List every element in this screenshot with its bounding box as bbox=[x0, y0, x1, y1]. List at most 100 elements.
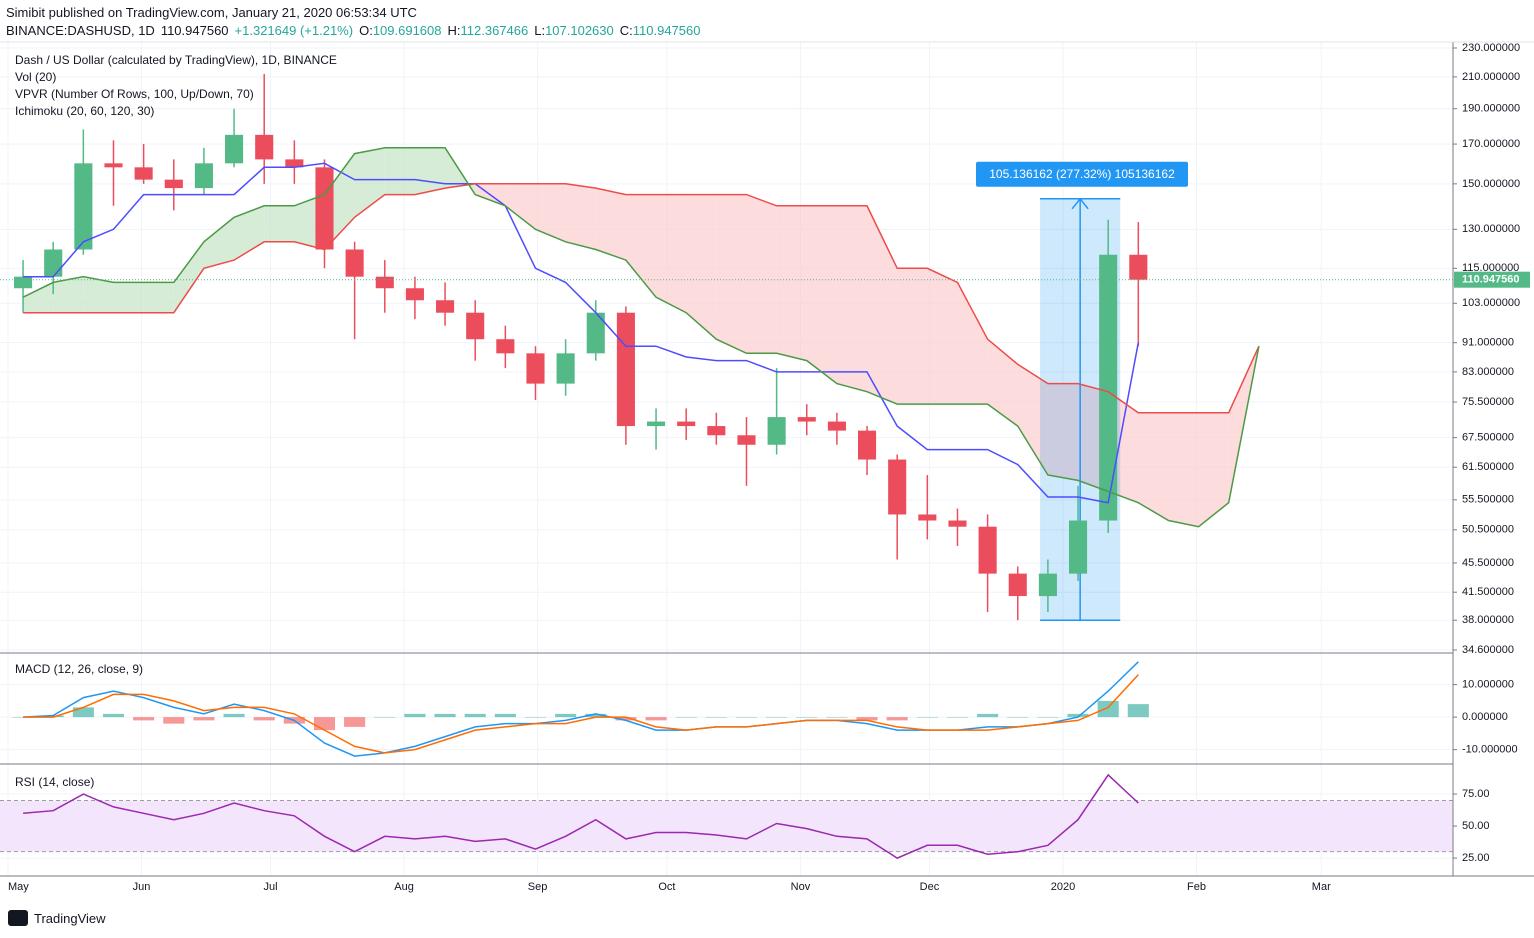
cloud bbox=[143, 282, 174, 313]
candle-body bbox=[1099, 254, 1118, 521]
measure-label-box bbox=[976, 161, 1188, 187]
last-price-box bbox=[1454, 271, 1530, 288]
y-tick-label: 25.00 bbox=[1462, 852, 1490, 864]
quote-line: BINANCE:DASHUSD, 1D 110.947560 +1.321649 (… bbox=[6, 22, 706, 40]
cloud bbox=[1017, 364, 1048, 476]
macd-histogram-bar bbox=[42, 715, 64, 718]
cloud bbox=[53, 276, 84, 313]
grid-layer bbox=[0, 42, 1457, 876]
macd-histogram-bar bbox=[133, 717, 155, 721]
macd-histogram-bar bbox=[1067, 713, 1089, 718]
macd-histogram-bar bbox=[585, 713, 607, 718]
candle-body bbox=[888, 459, 907, 515]
macd-histogram-bar bbox=[404, 713, 426, 718]
cloud bbox=[203, 217, 235, 269]
cloud bbox=[595, 188, 626, 261]
x-tick-label: Oct bbox=[658, 881, 675, 893]
candle-body bbox=[14, 276, 33, 289]
change: +1.321649 (+1.21%) bbox=[234, 23, 354, 38]
footer: TradingView bbox=[8, 910, 106, 926]
y-tick-label: 130.000000 bbox=[1462, 223, 1520, 235]
macd-histogram-bar bbox=[223, 713, 245, 718]
candle-body bbox=[345, 249, 364, 277]
candle-body bbox=[948, 520, 967, 527]
x-tick-label: Aug bbox=[394, 881, 414, 893]
macd-histogram-bar bbox=[856, 717, 878, 721]
cloud bbox=[987, 339, 1018, 427]
cloud bbox=[836, 205, 868, 392]
cloud bbox=[234, 205, 265, 261]
macd-histogram-bar bbox=[645, 717, 667, 721]
last: 110.947560 bbox=[160, 23, 229, 38]
candle-body bbox=[225, 134, 244, 164]
y-tick-label: 67.500000 bbox=[1462, 432, 1514, 444]
cloud bbox=[414, 147, 446, 195]
x-tick-label: May bbox=[8, 881, 29, 893]
o-label: O: bbox=[359, 23, 373, 38]
candle-body bbox=[405, 288, 424, 301]
x-tick-label: Feb bbox=[1187, 881, 1206, 893]
chart: Dash / US Dollar (calculated by TradingV… bbox=[0, 41, 1534, 893]
axes-layer bbox=[0, 41, 1534, 877]
macd-histogram-bar bbox=[163, 717, 185, 724]
cloud bbox=[113, 282, 144, 313]
cloud bbox=[565, 183, 596, 250]
macd-histogram-bar bbox=[1007, 717, 1029, 718]
cloud bbox=[776, 205, 807, 361]
cloud bbox=[384, 147, 415, 195]
legend-line: Ichimoku (20, 60, 120, 30) bbox=[15, 104, 154, 118]
macd-histogram-bar bbox=[434, 713, 456, 718]
cloud bbox=[354, 147, 385, 218]
macd-title: MACD (12, 26, close, 9) bbox=[15, 662, 143, 676]
rsi-band bbox=[0, 800, 1453, 852]
y-tick-label: -10.000000 bbox=[1462, 744, 1518, 756]
macd-histogram-bar bbox=[1037, 717, 1059, 718]
y-tick-label: 103.000000 bbox=[1462, 297, 1520, 309]
macd-histogram-bar bbox=[72, 707, 94, 718]
cloud bbox=[656, 194, 687, 313]
y-tick-label: 0.000000 bbox=[1462, 711, 1508, 723]
y-tick-label: 50.00 bbox=[1462, 820, 1490, 832]
y-tick-label: 115.000000 bbox=[1462, 262, 1519, 274]
indicator-line bbox=[22, 147, 1260, 528]
x-tick-label: Nov bbox=[791, 881, 811, 893]
indicator-line bbox=[23, 162, 1140, 504]
open: 109.691608 bbox=[372, 23, 442, 38]
macd-histogram-bar bbox=[796, 717, 818, 718]
candle-body bbox=[616, 312, 635, 427]
y-tick-label: 91.000000 bbox=[1462, 337, 1514, 349]
candle-body bbox=[164, 179, 183, 189]
candle-body bbox=[134, 167, 153, 180]
cloud bbox=[746, 194, 777, 354]
candle-body bbox=[918, 514, 937, 521]
candle-body bbox=[1038, 573, 1057, 597]
candle-body bbox=[677, 421, 696, 427]
candle-body bbox=[466, 312, 485, 340]
candle-body bbox=[1129, 254, 1148, 280]
y-tick-label: 170.000000 bbox=[1462, 138, 1520, 150]
legend-line: VPVR (Number Of Rows, 100, Up/Down, 70) bbox=[15, 87, 254, 101]
y-tick-label: 55.500000 bbox=[1462, 494, 1514, 506]
cloud bbox=[535, 183, 566, 242]
cloud bbox=[1168, 412, 1199, 527]
y-tick-label: 190.000000 bbox=[1462, 103, 1520, 115]
y-tick-label: 75.00 bbox=[1462, 788, 1490, 800]
c-label: C: bbox=[619, 23, 633, 38]
cloud bbox=[867, 205, 898, 405]
y-tick-label: 41.500000 bbox=[1462, 586, 1514, 598]
candle-body bbox=[767, 417, 786, 445]
x-tick-label: 2020 bbox=[1051, 881, 1075, 893]
candle-body bbox=[586, 312, 605, 354]
y-tick-label: 38.000000 bbox=[1462, 614, 1514, 626]
cloud bbox=[927, 268, 958, 405]
cloud bbox=[23, 282, 54, 313]
macd-histogram-bar bbox=[705, 717, 727, 718]
macd-histogram-bar bbox=[735, 717, 758, 718]
candle-body bbox=[858, 430, 877, 460]
candle-body bbox=[1008, 573, 1027, 597]
candle-body bbox=[375, 276, 394, 289]
close: 110.947560 bbox=[632, 23, 701, 38]
macd-histogram-bar bbox=[555, 713, 577, 718]
x-tick-label: Jun bbox=[133, 881, 151, 893]
candle-body bbox=[827, 421, 846, 431]
